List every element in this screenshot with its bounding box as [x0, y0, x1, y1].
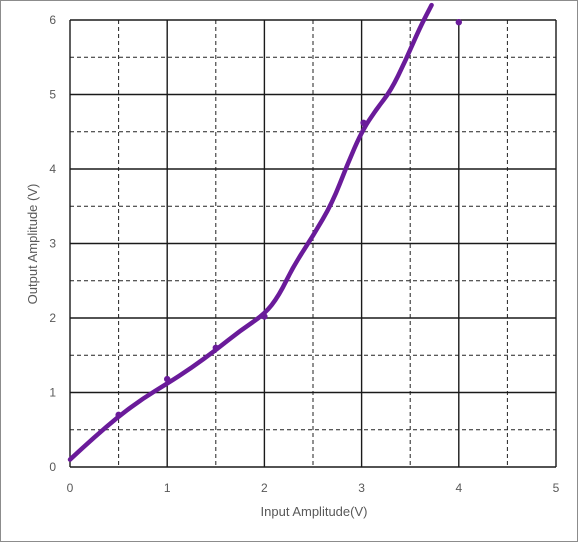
y-tick-labels: 0 1 2 3 4 5 6 [49, 13, 56, 474]
x-tick-label: 2 [261, 481, 268, 495]
data-point [212, 344, 219, 351]
x-tick-label: 1 [164, 481, 171, 495]
x-tick-label: 5 [553, 481, 560, 495]
x-tick-label: 3 [358, 481, 365, 495]
y-tick-label: 6 [49, 13, 56, 27]
y-tick-label: 4 [49, 162, 56, 176]
series-layer [67, 2, 462, 462]
data-point [261, 313, 268, 320]
x-axis-title: Input Amplitude(V) [261, 504, 368, 519]
data-point [115, 411, 122, 419]
y-tick-label: 0 [49, 460, 56, 474]
major-grid [69, 19, 557, 468]
x-tick-labels: 0 1 2 3 4 5 [67, 481, 560, 495]
x-tick-label: 4 [455, 481, 462, 495]
y-tick-label: 2 [49, 311, 56, 325]
data-point [164, 375, 171, 383]
x-tick-label: 0 [67, 481, 74, 495]
data-point [455, 19, 462, 26]
y-tick-label: 3 [49, 237, 56, 251]
y-tick-label: 5 [49, 88, 56, 102]
series-line [67, 2, 434, 462]
y-tick-label: 1 [49, 386, 56, 400]
y-axis-title: Output Amplitude (V) [25, 184, 40, 305]
data-point [360, 119, 367, 127]
